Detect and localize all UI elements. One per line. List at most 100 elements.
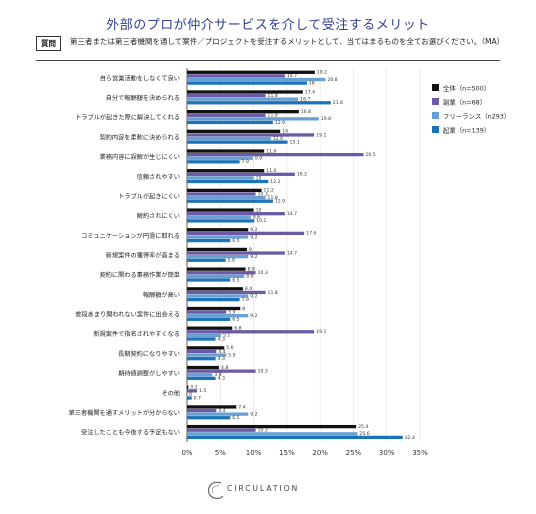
data-label: 11.6 <box>266 168 276 174</box>
x-tick-label: 15% <box>279 449 295 457</box>
bar <box>187 129 281 133</box>
data-label: 9.6 <box>253 215 260 221</box>
data-label: 6.5 <box>232 238 239 244</box>
bar <box>187 373 213 377</box>
data-label: 4.3 <box>218 336 225 342</box>
bar <box>187 90 303 94</box>
bar <box>187 199 273 203</box>
bar <box>187 274 245 278</box>
data-label: 16.7 <box>300 97 310 103</box>
bar <box>187 235 249 239</box>
x-tick-label: 30% <box>379 449 395 457</box>
bar <box>187 238 231 243</box>
data-label: 11.8 <box>268 290 278 296</box>
category-label: 長期契約になりやすい <box>118 350 180 358</box>
category-label: 解約されにくい <box>137 212 180 220</box>
bar <box>187 149 265 153</box>
bar <box>187 81 307 85</box>
legend-entry: 副業（n=68） <box>443 98 486 107</box>
bar <box>187 408 217 413</box>
bar <box>187 188 262 193</box>
bar <box>187 428 256 432</box>
question-text: 第三者または第三者機関を通して案件／プロジェクトを受注するメリットとして、当ては… <box>70 37 505 46</box>
bar <box>187 435 403 440</box>
bar <box>187 117 319 121</box>
bar <box>187 294 249 298</box>
bar <box>187 258 226 262</box>
bar <box>187 271 256 275</box>
bar <box>187 255 249 259</box>
data-label: 14 <box>282 129 288 135</box>
bar <box>187 385 189 389</box>
data-label: 9.9 <box>255 156 262 162</box>
data-label: 32.4 <box>405 435 415 441</box>
bar <box>187 77 326 82</box>
category-label: 新規案件で指名されやすくなる <box>93 330 180 338</box>
category-label: 報酬額が高い <box>143 291 180 299</box>
bar <box>187 424 357 429</box>
bar <box>187 172 295 176</box>
legend-swatch <box>432 84 439 91</box>
x-tick-label: 35% <box>412 449 428 457</box>
data-label: 5.6 <box>226 345 233 351</box>
data-label: 20.8 <box>327 77 337 83</box>
data-label: 9.2 <box>250 313 257 319</box>
data-label: 0.2 <box>190 385 197 391</box>
data-label: 12.9 <box>275 120 285 126</box>
bar <box>187 247 247 252</box>
bar <box>187 110 299 114</box>
data-label: 6.5 <box>232 317 239 323</box>
data-label: 0.7 <box>194 395 201 401</box>
data-label: 25.6 <box>359 431 369 437</box>
category-label: 業務内容に誤解が生じにくい <box>100 153 180 161</box>
question-tag: 質問 <box>36 36 61 51</box>
data-label: 16.2 <box>297 172 307 178</box>
bar <box>187 97 299 101</box>
question-divider <box>36 60 500 61</box>
data-label: 4.8 <box>221 365 228 371</box>
bar <box>187 278 231 282</box>
data-label: 9 <box>249 247 252 253</box>
category-label: 第三者機関を通すメリットが分からない <box>69 409 180 417</box>
data-label: 5.9 <box>228 352 235 358</box>
bar <box>187 93 266 98</box>
bar <box>187 228 249 232</box>
data-label: 17.4 <box>305 89 315 95</box>
data-label: 14.7 <box>287 73 297 79</box>
category-label: その他 <box>161 389 180 397</box>
bar <box>187 349 217 354</box>
bar <box>187 120 273 125</box>
data-label: 0 <box>189 392 192 398</box>
data-label: 9.2 <box>250 293 257 299</box>
data-label: 7.9 <box>242 159 249 165</box>
legend-entry: 全体（n=500） <box>443 84 490 93</box>
data-label: 5.9 <box>228 309 235 315</box>
category-label: トラブルが起きにくい <box>118 192 180 200</box>
data-label: 7.4 <box>238 404 245 410</box>
bar <box>187 208 254 212</box>
bar <box>187 290 266 295</box>
chart-title: 外部のプロが仲介サービスを介して受注するメリット <box>106 18 430 33</box>
data-label: 8 <box>242 306 245 312</box>
bar <box>187 405 237 409</box>
bar <box>187 152 364 157</box>
bar <box>187 70 315 74</box>
x-tick-label: 0% <box>181 449 192 457</box>
bar <box>187 396 192 400</box>
data-label: 6.5 <box>232 277 239 283</box>
legend-entry: フリーランス（n293） <box>443 113 510 121</box>
category-label: 普段あまり関われない案件に出会える <box>75 311 180 319</box>
bar-chart: 0% 5% 10% 15% 20% 25% 30% 35%自ら営業活動をしなくて良い19.21… <box>69 68 510 457</box>
data-label: 3.8 <box>214 372 221 378</box>
bar <box>187 333 221 338</box>
data-label: 5.1 <box>223 333 230 339</box>
bar <box>187 74 285 78</box>
category-label: 自ら営業活動をしなくて良い <box>100 74 180 82</box>
category-label: 期待値調整がしやすい <box>118 370 180 378</box>
data-label: 8.4 <box>245 286 252 292</box>
data-label: 14.7 <box>287 250 297 256</box>
bar <box>187 357 216 361</box>
logo-text: CIRCULATION <box>227 484 300 493</box>
data-label: 10 <box>256 207 262 213</box>
data-label: 18 <box>309 80 315 86</box>
